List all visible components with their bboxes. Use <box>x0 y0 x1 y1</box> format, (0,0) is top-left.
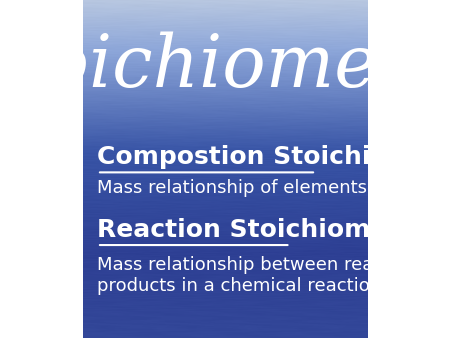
Text: Compostion Stoichiometry-: Compostion Stoichiometry- <box>97 145 450 169</box>
Text: Reaction Stoichiometry-: Reaction Stoichiometry- <box>97 218 438 242</box>
Text: Mass relationship of elements in compounds: Mass relationship of elements in compoun… <box>97 178 450 197</box>
Text: Mass relationship between reactants and
products in a chemical reaction.: Mass relationship between reactants and … <box>97 256 450 295</box>
Text: Stoichiometry: Stoichiometry <box>0 32 450 103</box>
